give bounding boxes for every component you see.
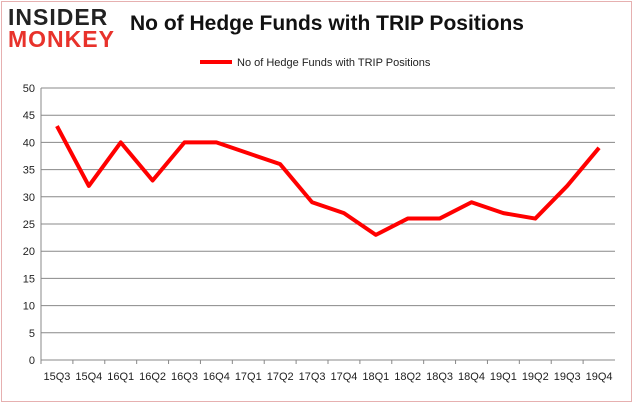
x-tick-label: 17Q2 [267, 371, 294, 383]
x-tick-label: 16Q3 [171, 371, 198, 383]
x-tick-label: 19Q4 [586, 371, 613, 383]
insider-monkey-logo: INSIDER MONKEY [8, 4, 115, 52]
x-tick-label: 19Q1 [490, 371, 517, 383]
x-tick-label: 17Q4 [330, 371, 357, 383]
x-tick-label: 18Q2 [394, 371, 421, 383]
x-tick-label: 18Q4 [458, 371, 485, 383]
x-tick-label: 17Q1 [235, 371, 262, 383]
y-tick-label: 50 [23, 83, 35, 95]
series-line [55, 125, 601, 237]
y-tick-label: 20 [23, 246, 35, 258]
y-tick-label: 25 [23, 219, 35, 231]
y-tick-label: 35 [23, 165, 35, 177]
y-tick-label: 30 [23, 192, 35, 204]
y-tick-label: 10 [23, 301, 35, 313]
x-tick-label: 17Q3 [299, 371, 326, 383]
x-tick-label: 16Q2 [139, 371, 166, 383]
x-tick-label: 16Q1 [107, 371, 134, 383]
y-tick-label: 40 [23, 137, 35, 149]
y-tick-label: 0 [29, 355, 35, 367]
x-tick-label: 15Q3 [43, 371, 70, 383]
x-tick-label: 19Q3 [554, 371, 581, 383]
logo-line1: INSIDER [8, 4, 109, 30]
x-tick-label: 19Q2 [522, 371, 549, 383]
x-tick-label: 18Q1 [362, 371, 389, 383]
y-tick-label: 5 [29, 328, 35, 340]
chart-title: No of Hedge Funds with TRIP Positions [130, 12, 524, 35]
legend-label: No of Hedge Funds with TRIP Positions [237, 57, 431, 69]
y-tick-label: 15 [23, 273, 35, 285]
logo-line2: MONKEY [8, 26, 115, 52]
x-tick-label: 18Q3 [426, 371, 453, 383]
y-tick-label: 45 [23, 110, 35, 122]
x-tick-label: 16Q4 [203, 371, 230, 383]
x-tick-label: 15Q4 [75, 371, 102, 383]
